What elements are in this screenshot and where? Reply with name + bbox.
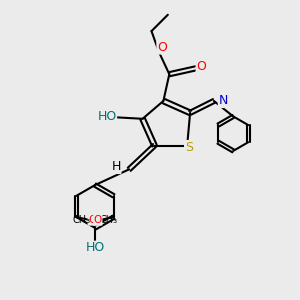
Text: O: O [157,41,167,54]
Text: HO: HO [97,110,116,123]
Text: O: O [88,215,96,225]
Text: N: N [218,94,228,107]
Text: HO: HO [86,241,105,254]
Text: O: O [196,60,206,73]
Text: CH₃: CH₃ [100,215,118,225]
Text: S: S [184,140,193,154]
Text: CH₃: CH₃ [72,215,90,225]
Text: H: H [112,160,121,173]
Text: O: O [94,215,102,225]
